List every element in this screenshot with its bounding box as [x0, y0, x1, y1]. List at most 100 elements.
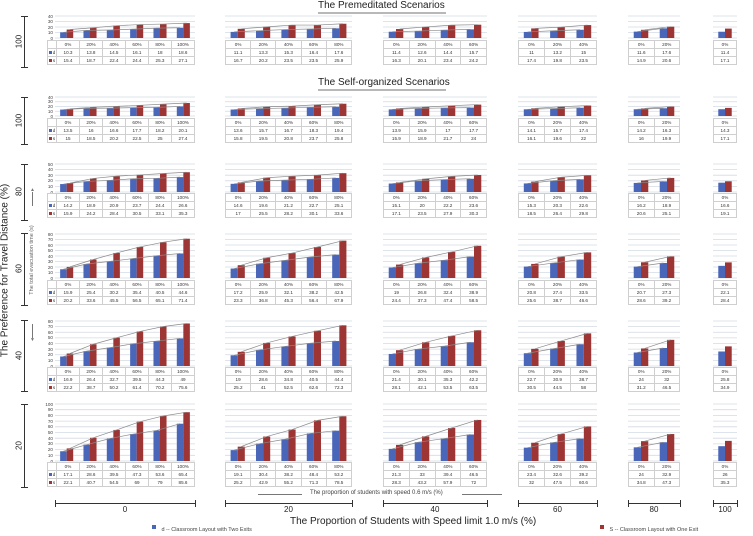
bar-d — [440, 30, 448, 38]
bar-d — [659, 181, 667, 192]
bar-s — [263, 177, 271, 192]
bar-s — [641, 29, 649, 38]
y-tick-label: 30 — [47, 99, 53, 105]
bar-d — [130, 107, 137, 116]
bar-s — [474, 330, 482, 366]
bar-d — [523, 183, 532, 192]
category-label: 0% — [56, 462, 80, 471]
bar-s — [725, 181, 732, 192]
bar-s — [288, 25, 296, 38]
category-label: 80% — [148, 280, 172, 289]
y-tick-label: 20 — [47, 104, 53, 109]
bar-s — [313, 104, 322, 116]
category-label: 0% — [383, 462, 410, 471]
table-row-d: d 17.1 28.6 39.5 47.3 53.6 65.4 — [47, 470, 195, 479]
y-tick-label: 10 — [47, 270, 53, 275]
bar-d — [230, 31, 238, 38]
data-label-d: 22.1 — [713, 288, 737, 297]
data-table: 0% 20% 40% 60% 15.1 20 22.2 23.6 17.1 23.5 27.9 30.… — [383, 193, 487, 218]
table-row-s: 24.4 37.3 47.4 58.5 — [383, 296, 487, 305]
data-label-d: 30.1 — [408, 375, 436, 384]
bar-s — [725, 262, 732, 278]
data-label-s: 52.5 — [275, 383, 302, 392]
data-table: 0% 20% 40% 60% 80% 17.2 25.9 32.1 38.2 42.5 23.3 36… — [224, 280, 353, 305]
data-table: 0% 20% 40% 60% 80% 14.6 19.6 21.2 22.7 25.1 17 25.5… — [224, 193, 353, 218]
data-table: 0% 20% 24 32 31.2 46.5 — [628, 367, 680, 392]
x-group-bracket-cap — [713, 500, 714, 507]
bar-d — [60, 109, 67, 116]
data-label-s: 33.6 — [325, 209, 353, 218]
bar-d — [153, 341, 160, 366]
bar-s — [531, 348, 539, 366]
data-label-d: 34.8 — [275, 375, 302, 384]
bar-s — [474, 175, 482, 192]
bar-s — [313, 25, 322, 38]
category-label: 40% — [434, 367, 462, 376]
trendline-d — [63, 423, 181, 452]
category-label: 20% — [250, 193, 277, 202]
trendline-s — [644, 256, 671, 263]
trendline-d — [637, 107, 664, 110]
category-label: 0% — [383, 367, 410, 376]
data-label-d: 40.5 — [300, 375, 327, 384]
bar-d — [466, 434, 474, 461]
bar-s — [396, 108, 404, 116]
data-label-d: 20.7 — [628, 288, 655, 297]
table-row-header: 0% — [713, 118, 737, 127]
data-label-d: 16.6 — [713, 201, 737, 210]
data-label-d: 38.2 — [275, 470, 302, 479]
data-label-s: 35.3 — [713, 478, 737, 487]
data-label-s: 28.3 — [383, 478, 410, 487]
y-tick-label: 50 — [47, 430, 53, 435]
trendline-d — [234, 177, 336, 185]
bar-d — [659, 108, 667, 116]
bar-s — [90, 259, 97, 278]
data-table: 0% 20% 40% 60% 80% 19.1 30.4 38.2 48.4 53.2 25.2 42… — [224, 462, 353, 487]
trendline-s — [399, 174, 478, 183]
table-row-header: 0% 20% 40% 60% 80% 100% — [47, 367, 195, 376]
trendline-s — [69, 102, 187, 110]
bar-d — [633, 182, 641, 192]
table-row-s: 15.9 18.9 21.7 24 — [383, 134, 487, 143]
category-label: 0% — [713, 40, 737, 49]
data-label-s: 25.5 — [250, 209, 277, 218]
data-label-s: 71.4 — [171, 296, 195, 305]
category-label: 20% — [79, 40, 103, 49]
bar-s — [557, 27, 565, 38]
data-label-s: 24.2 — [79, 209, 103, 218]
bar-s — [136, 246, 144, 278]
data-label-s: 19.1 — [713, 209, 737, 218]
table-row-d: 14.6 19.6 21.2 22.7 25.1 — [224, 201, 353, 210]
table-row-header: 0% 20% 40% — [518, 40, 597, 49]
data-table: 0% 20% 16.2 18.9 20.6 25.1 — [628, 193, 680, 218]
category-label: 40% — [275, 280, 302, 289]
bar-d — [153, 107, 160, 116]
data-label-s: 25.2 — [224, 383, 252, 392]
data-label-d: 20.1 — [171, 126, 195, 135]
bar-s — [237, 265, 245, 278]
category-label: 0% — [56, 367, 80, 376]
x-outer-label: The Proportion of Students with Speed li… — [290, 516, 537, 527]
trendline-d — [527, 107, 581, 110]
data-label-s: 25.6 — [518, 296, 545, 305]
data-label-s: 67.9 — [325, 296, 353, 305]
bar-d — [153, 430, 160, 461]
bar-d — [388, 353, 396, 366]
bar-s — [557, 177, 565, 192]
category-label: 40% — [434, 193, 462, 202]
data-label-d: 14.1 — [518, 126, 545, 135]
data-label-d: 14.2 — [628, 126, 655, 135]
bar-s — [448, 427, 456, 461]
data-label-s: 15.9 — [56, 209, 80, 218]
data-label-d: 17.1 — [56, 470, 80, 479]
bar-d — [281, 108, 289, 116]
data-label-d: 30.4 — [250, 470, 277, 479]
data-label-d: 16 — [79, 126, 103, 135]
data-label-s: 16.3 — [383, 56, 410, 65]
bar-d — [306, 343, 314, 366]
data-label-s: 18.9 — [408, 134, 436, 143]
trendline-d — [63, 106, 181, 110]
bar-s — [557, 256, 565, 278]
table-legend-cell — [47, 193, 57, 202]
data-label-s: 22.5 — [125, 134, 149, 143]
